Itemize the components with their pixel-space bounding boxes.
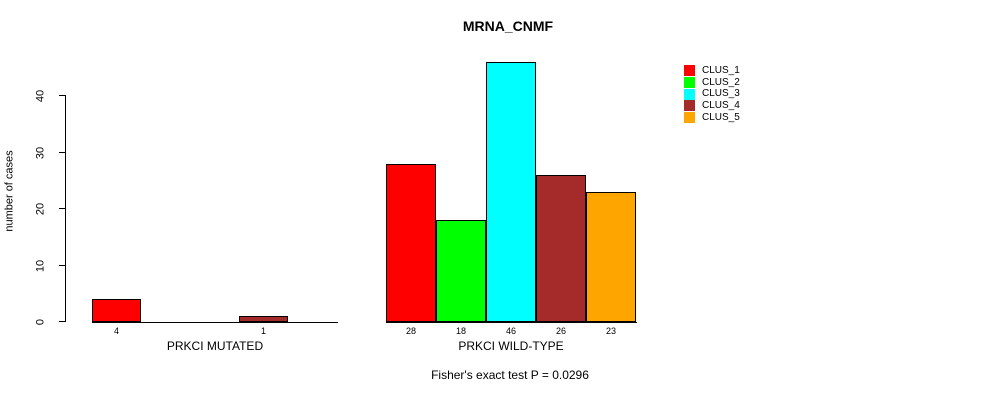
legend-item: CLUS_1 (684, 65, 740, 77)
fisher-test-annotation: Fisher's exact test P = 0.0296 (431, 368, 589, 382)
x-axis-baseline (92, 322, 338, 323)
x-group-label-prkci-mutated: PRKCI MUTATED (166, 339, 264, 353)
bar-value-label: 18 (455, 326, 467, 336)
bar (586, 192, 636, 322)
legend-swatch (684, 112, 695, 124)
legend-item: CLUS_5 (684, 112, 740, 124)
legend-label: CLUS_2 (702, 76, 740, 88)
bar (486, 62, 536, 322)
legend: CLUS_1 CLUS_2 CLUS_3 CLUS_4 CLUS_5 (684, 65, 740, 124)
y-tick-label: 0 (34, 318, 47, 326)
legend-label: CLUS_4 (702, 99, 740, 111)
x-group-label-prkci-wild-type: PRKCI WILD-TYPE (458, 339, 564, 353)
legend-swatch (684, 77, 695, 89)
bar-value-label: 1 (260, 326, 267, 336)
y-tick (59, 208, 66, 209)
legend-swatch (684, 88, 695, 100)
bar-value-label: 26 (555, 326, 567, 336)
bar-value-label: 4 (113, 326, 120, 336)
legend-item: CLUS_2 (684, 77, 740, 89)
legend-label: CLUS_1 (702, 64, 740, 76)
bar (239, 316, 288, 322)
bar (386, 164, 436, 322)
legend-item: CLUS_3 (684, 88, 740, 100)
legend-label: CLUS_5 (702, 111, 740, 123)
x-axis-baseline (386, 322, 637, 323)
bar-value-label: 46 (505, 326, 517, 336)
legend-label: CLUS_3 (702, 88, 740, 100)
y-tick (59, 95, 66, 96)
y-tick (59, 321, 66, 322)
bar (92, 299, 141, 322)
legend-swatch (684, 65, 695, 77)
y-tick (59, 152, 66, 153)
y-tick (59, 265, 66, 266)
bar-value-label: 28 (405, 326, 417, 336)
legend-item: CLUS_4 (684, 100, 740, 112)
legend-swatch (684, 100, 695, 112)
bar-value-label: 23 (605, 326, 617, 336)
y-tick-label: 10 (34, 259, 47, 273)
bar (536, 175, 586, 322)
chart-title: MRNA_CNMF (462, 18, 554, 34)
bar (436, 220, 486, 322)
y-tick-label: 20 (34, 202, 47, 216)
y-tick-label: 40 (34, 89, 47, 103)
y-tick-label: 30 (34, 146, 47, 160)
